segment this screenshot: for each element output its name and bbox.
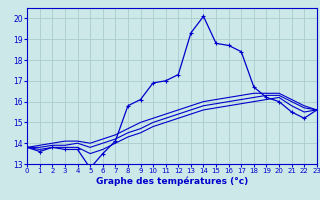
X-axis label: Graphe des températures (°c): Graphe des températures (°c) xyxy=(96,177,248,186)
